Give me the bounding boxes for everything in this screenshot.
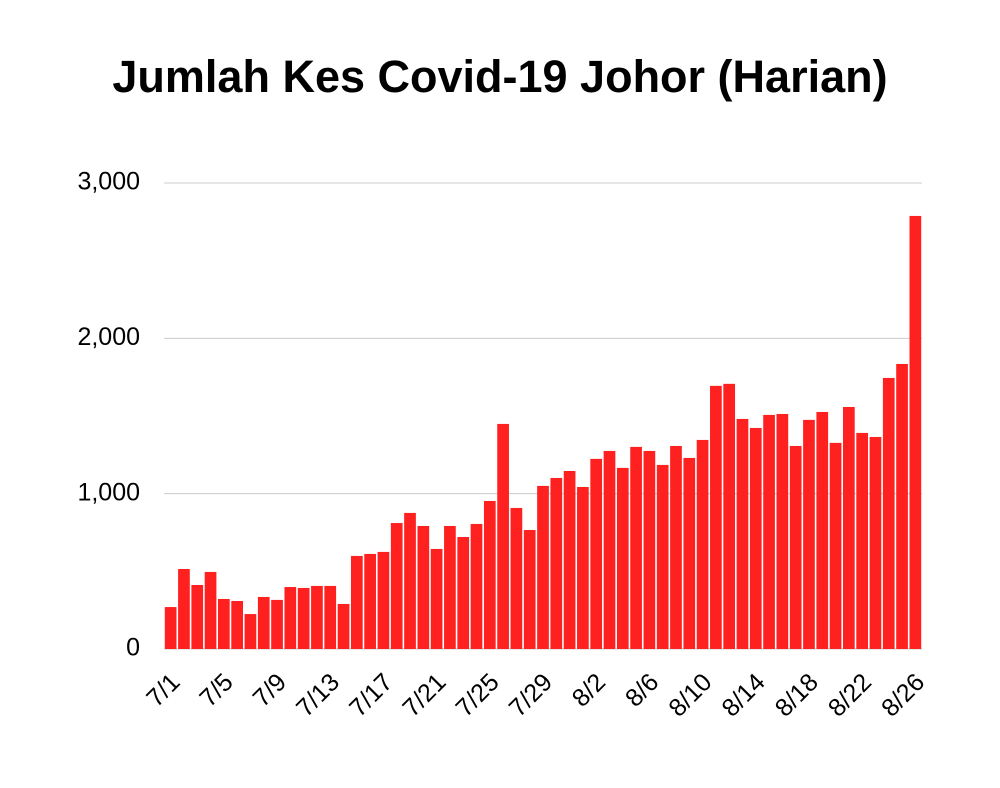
bar	[683, 457, 696, 649]
bar	[656, 464, 669, 649]
bar	[483, 500, 496, 649]
bar	[271, 599, 283, 649]
bar	[217, 598, 230, 649]
bar	[856, 432, 869, 649]
bar	[257, 596, 270, 649]
bar	[337, 603, 350, 649]
bar	[350, 555, 363, 649]
bar	[590, 458, 603, 649]
bar	[523, 530, 536, 649]
bar	[417, 525, 430, 649]
bar	[710, 385, 722, 649]
bar	[191, 585, 204, 649]
bar	[178, 569, 190, 649]
bar	[444, 525, 456, 649]
bar	[390, 523, 403, 649]
bar	[231, 601, 243, 649]
bar	[537, 485, 549, 649]
bar	[364, 553, 376, 649]
bar	[816, 411, 829, 649]
bar	[869, 436, 882, 649]
bar	[497, 423, 509, 649]
bar	[204, 571, 217, 649]
bar	[789, 445, 802, 649]
bar	[896, 363, 908, 649]
bar	[404, 512, 416, 649]
y-tick-label: 0	[126, 634, 140, 662]
bar	[577, 486, 589, 649]
y-tick-label: 2,000	[77, 323, 140, 351]
bar	[616, 467, 629, 649]
bar	[297, 587, 310, 649]
chart-title: Jumlah Kes Covid-19 Johor (Harian)	[112, 51, 887, 102]
bar	[909, 215, 922, 649]
bar	[244, 614, 257, 649]
bar	[510, 507, 523, 649]
bar	[776, 413, 789, 649]
bar	[470, 523, 483, 649]
bar	[550, 477, 563, 649]
bar	[603, 450, 616, 649]
bar	[563, 470, 576, 649]
bar	[670, 445, 682, 649]
y-tick-label: 3,000	[77, 168, 140, 196]
bar	[723, 383, 736, 649]
bar	[311, 585, 323, 649]
bar	[430, 548, 443, 649]
bar	[696, 439, 709, 649]
bar	[377, 551, 390, 649]
bar	[763, 414, 775, 649]
bar	[803, 419, 815, 649]
bar	[457, 537, 470, 649]
bar	[643, 450, 656, 649]
bar	[164, 607, 177, 649]
bar	[630, 446, 642, 649]
bar	[284, 587, 297, 649]
bar	[829, 442, 842, 649]
bar	[324, 585, 337, 649]
bar	[749, 427, 762, 649]
bar	[843, 406, 855, 649]
bar	[736, 418, 749, 649]
y-tick-label: 1,000	[77, 478, 140, 506]
bar	[882, 377, 895, 649]
